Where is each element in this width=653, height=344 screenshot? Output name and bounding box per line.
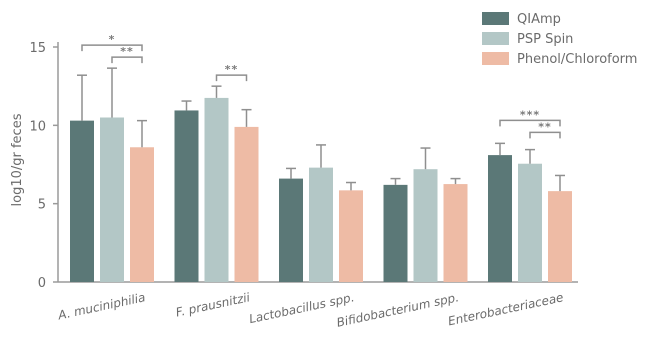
legend-label-2: Phenol/Chloroform: [517, 52, 637, 67]
bar-2-2: [339, 190, 363, 282]
bar-1-4: [518, 163, 542, 282]
bars: [70, 97, 572, 283]
bar-1-3: [413, 169, 438, 282]
significance-bracket: [81, 44, 143, 52]
bar-1-0: [100, 117, 124, 282]
category-label: F. prausnitzii: [175, 290, 252, 320]
error-bars: [77, 67, 565, 192]
legend-swatch-2: [482, 52, 509, 65]
y-tick-label: 15: [29, 41, 46, 56]
legend-swatch-1: [482, 32, 509, 45]
significance-bracket: [111, 56, 143, 64]
bar-0-3: [383, 184, 408, 282]
significance-bracket: [529, 131, 561, 139]
category-label: A. muciniphilia: [56, 290, 147, 322]
category-label: Bifidobacterium spp.: [335, 290, 460, 330]
legend: QIAmp PSP Spin Phenol/Chloroform: [482, 12, 637, 67]
significance-label: ***: [520, 108, 540, 121]
y-tick-label: 10: [29, 119, 46, 134]
legend-label-1: PSP Spin: [517, 32, 573, 47]
bar-2-1: [234, 126, 259, 283]
bar-0-0: [70, 120, 94, 282]
significance-label: **: [225, 63, 239, 76]
significance-brackets: **********: [81, 33, 561, 139]
significance-bracket: [215, 74, 248, 82]
significance-label: **: [120, 45, 134, 58]
y-tick-label: 0: [38, 276, 46, 291]
bar-0-2: [279, 178, 303, 282]
significance-label: *: [109, 33, 116, 46]
legend-swatch-0: [482, 12, 509, 25]
bar-2-4: [548, 191, 572, 282]
legend-label-0: QIAmp: [517, 12, 561, 27]
bar-1-2: [309, 167, 333, 282]
y-tick-label: 5: [38, 198, 46, 213]
category-label: Enterobacteriaceae: [447, 290, 565, 328]
category-labels: A. muciniphilia F. prausnitziiLactobacill…: [56, 290, 565, 330]
bar-2-0: [130, 147, 154, 282]
significance-bracket: [499, 119, 561, 127]
y-axis-label: log10/gr feces: [10, 113, 25, 206]
bar-1-1: [204, 97, 229, 283]
bar-0-4: [488, 155, 512, 282]
bar-0-1: [174, 110, 199, 282]
significance-label: **: [538, 120, 552, 133]
bar-2-3: [443, 184, 468, 282]
